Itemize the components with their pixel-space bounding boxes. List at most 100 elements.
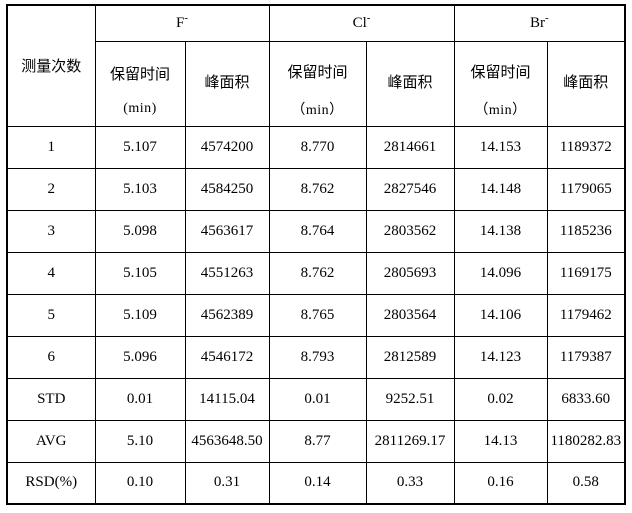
- subheader-f-retention-time: 保留时间 (min): [94, 40, 186, 127]
- row-label: 3: [6, 209, 96, 253]
- measurement-table: 测量次数 F- Cl- Br- 保留时间 (min) 峰面积: [6, 4, 627, 505]
- table-cell: 1189372: [546, 125, 626, 169]
- table-cell: 5.098: [94, 209, 186, 253]
- table-cell: 4563617: [184, 209, 270, 253]
- table-cell: 8.762: [268, 167, 367, 211]
- table-cell: 1179065: [546, 167, 626, 211]
- subheader-label: 保留时间: [287, 65, 348, 81]
- table-cell: 14.106: [453, 293, 548, 337]
- table-cell: 14.13: [453, 419, 548, 463]
- ion-header-fluoride: F-: [94, 4, 270, 42]
- table-cell: 14115.04: [184, 377, 270, 421]
- row-label: 5: [6, 293, 96, 337]
- table-cell: 4563648.50: [184, 419, 270, 463]
- table-cell: 1179462: [546, 293, 626, 337]
- table-cell: 8.765: [268, 293, 367, 337]
- table-cell: 0.01: [94, 377, 186, 421]
- table-cell: 4584250: [184, 167, 270, 211]
- table-row: 3 5.098 4563617 8.764 2803562 14.138 118…: [6, 209, 626, 253]
- table-cell: 1169175: [546, 251, 626, 295]
- row-label: 2: [6, 167, 96, 211]
- corner-header-measurement-count: 测量次数: [6, 4, 96, 127]
- table-cell: 14.138: [453, 209, 548, 253]
- table-cell: 6833.60: [546, 377, 626, 421]
- ion-header-bromide: Br-: [453, 4, 626, 42]
- table-row-rsd: RSD(%) 0.10 0.31 0.14 0.33 0.16 0.58: [6, 461, 626, 505]
- table-row: 4 5.105 4551263 8.762 2805693 14.096 116…: [6, 251, 626, 295]
- subheader-label: 峰面积: [563, 75, 609, 91]
- row-label: AVG: [6, 419, 96, 463]
- table-cell: 0.14: [268, 461, 367, 505]
- table-cell: 8.793: [268, 335, 367, 379]
- header-row-ions: 测量次数 F- Cl- Br-: [6, 4, 626, 127]
- subheader-unit: （min）: [291, 103, 344, 118]
- table-cell: 2827546: [365, 167, 455, 211]
- table-cell: 2805693: [365, 251, 455, 295]
- table-cell: 5.109: [94, 293, 186, 337]
- table-cell: 4551263: [184, 251, 270, 295]
- ion-symbol: F: [176, 14, 185, 31]
- row-label: STD: [6, 377, 96, 421]
- table-cell: 4546172: [184, 335, 270, 379]
- subheader-cl-peak-area: 峰面积: [365, 40, 455, 127]
- table-cell: 14.153: [453, 125, 548, 169]
- ion-charge: -: [366, 11, 371, 24]
- table-cell: 5.107: [94, 125, 186, 169]
- table-row-std: STD 0.01 14115.04 0.01 9252.51 0.02 6833…: [6, 377, 626, 421]
- subheader-f-peak-area: 峰面积: [184, 40, 270, 127]
- table-cell: 0.10: [94, 461, 186, 505]
- subheader-cl-retention-time: 保留时间 （min）: [268, 40, 367, 127]
- table-row: 5 5.109 4562389 8.765 2803564 14.106 117…: [6, 293, 626, 337]
- table-cell: 2811269.17: [365, 419, 455, 463]
- row-label: 1: [6, 125, 96, 169]
- table-cell: 14.148: [453, 167, 548, 211]
- row-label: 4: [6, 251, 96, 295]
- table-cell: 2803564: [365, 293, 455, 337]
- subheader-unit: (min): [123, 101, 157, 116]
- table-cell: 0.16: [453, 461, 548, 505]
- table-cell: 1180282.83: [546, 419, 626, 463]
- table-cell: 14.096: [453, 251, 548, 295]
- table-cell: 5.096: [94, 335, 186, 379]
- table-cell: 1179387: [546, 335, 626, 379]
- ion-header-chloride: Cl-: [268, 4, 455, 42]
- table-cell: 2812589: [365, 335, 455, 379]
- table-cell: 0.02: [453, 377, 548, 421]
- table-cell: 8.764: [268, 209, 367, 253]
- table-row-avg: AVG 5.10 4563648.50 8.77 2811269.17 14.1…: [6, 419, 626, 463]
- table-cell: 0.58: [546, 461, 626, 505]
- subheader-label: 保留时间: [470, 65, 531, 81]
- table-cell: 0.01: [268, 377, 367, 421]
- subheader-label: 峰面积: [204, 75, 250, 91]
- table-cell: 5.10: [94, 419, 186, 463]
- table-cell: 2803562: [365, 209, 455, 253]
- table-cell: 8.77: [268, 419, 367, 463]
- subheader-unit: （min）: [474, 103, 527, 118]
- table-cell: 0.33: [365, 461, 455, 505]
- subheader-label: 峰面积: [387, 75, 433, 91]
- table-row: 1 5.107 4574200 8.770 2814661 14.153 118…: [6, 125, 626, 169]
- table-cell: 8.770: [268, 125, 367, 169]
- table-cell: 4562389: [184, 293, 270, 337]
- subheader-br-retention-time: 保留时间 （min）: [453, 40, 548, 127]
- header-row-subcolumns: 保留时间 (min) 峰面积 保留时间 （min） 峰面积 保留时间 （: [7, 40, 626, 127]
- subheader-br-peak-area: 峰面积: [546, 40, 626, 127]
- table-cell: 1185236: [546, 209, 626, 253]
- table-row: 6 5.096 4546172 8.793 2812589 14.123 117…: [6, 335, 626, 379]
- row-label: 6: [6, 335, 96, 379]
- table-cell: 2814661: [365, 125, 455, 169]
- table-cell: 0.31: [184, 461, 270, 505]
- table-row: 2 5.103 4584250 8.762 2827546 14.148 117…: [6, 167, 626, 211]
- ion-charge: -: [184, 11, 189, 24]
- row-label: RSD(%): [6, 461, 96, 505]
- table-cell: 5.105: [94, 251, 186, 295]
- subheader-label: 保留时间: [109, 67, 170, 83]
- ion-symbol: Cl: [352, 14, 367, 31]
- table-cell: 9252.51: [365, 377, 455, 421]
- ion-charge: -: [544, 11, 549, 24]
- ion-symbol: Br: [529, 14, 545, 31]
- table-cell: 14.123: [453, 335, 548, 379]
- table-cell: 5.103: [94, 167, 186, 211]
- table-cell: 8.762: [268, 251, 367, 295]
